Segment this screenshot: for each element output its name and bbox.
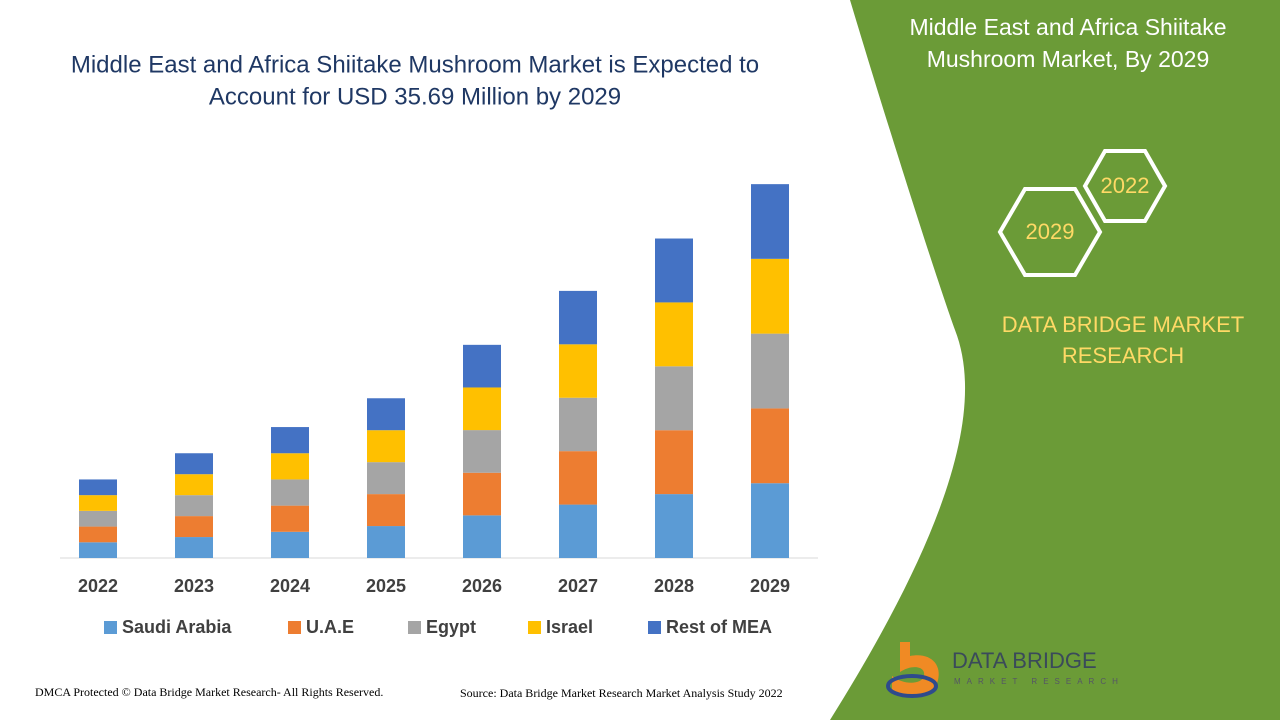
bar-segment xyxy=(79,510,117,527)
hexagon xyxy=(997,187,1103,277)
bar-segment xyxy=(175,537,213,558)
bar-segment xyxy=(367,462,405,495)
sidebar-title: Middle East and Africa Shiitake xyxy=(909,14,1226,40)
bar-segment xyxy=(463,515,501,558)
bar-segment xyxy=(367,494,405,527)
logo-mark xyxy=(886,674,938,698)
bar-segment xyxy=(463,387,501,431)
bar-segment xyxy=(751,408,789,484)
bar-segment xyxy=(751,483,789,558)
bar-segment xyxy=(175,516,213,538)
bar-segment xyxy=(463,472,501,516)
x-tick-label: 2022 xyxy=(78,576,118,596)
bar-segment xyxy=(271,505,309,532)
hexagon-label: 2029 xyxy=(1026,219,1075,244)
legend-swatch xyxy=(104,621,117,634)
x-tick-label: 2025 xyxy=(366,576,406,596)
bar-segment xyxy=(751,184,789,259)
x-tick-label: 2027 xyxy=(558,576,598,596)
x-tick-label: 2024 xyxy=(270,576,310,596)
x-tick-label: 2029 xyxy=(750,576,790,596)
bar-segment xyxy=(367,398,405,431)
logo-mark xyxy=(892,642,939,696)
bar-segment xyxy=(655,238,693,303)
bar-segment xyxy=(79,542,117,558)
bar-segment xyxy=(367,430,405,463)
legend-label: Israel xyxy=(546,617,593,637)
bar-segment xyxy=(175,474,213,496)
x-tick-label: 2028 xyxy=(654,576,694,596)
bar-segment xyxy=(559,290,597,345)
bar-segment xyxy=(559,344,597,398)
legend-swatch xyxy=(408,621,421,634)
hexagon xyxy=(1082,149,1168,223)
bar-segment xyxy=(463,344,501,388)
bar-segment xyxy=(559,397,597,452)
bar-segment xyxy=(175,495,213,517)
brand-text: RESEARCH xyxy=(1062,343,1184,368)
legend-label: Rest of MEA xyxy=(666,617,772,637)
bar-segment xyxy=(79,526,117,543)
hexagon-label: 2022 xyxy=(1101,173,1150,198)
bar-segment xyxy=(655,366,693,431)
chart-title: Middle East and Africa Shiitake Mushroom… xyxy=(71,51,759,78)
legend-label: U.A.E xyxy=(306,617,354,637)
sidebar-bg xyxy=(830,0,1280,720)
bar-segment xyxy=(271,531,309,558)
bar-segment xyxy=(655,430,693,495)
bar-segment xyxy=(559,451,597,505)
footer-left: DMCA Protected © Data Bridge Market Rese… xyxy=(35,685,383,699)
legend-swatch xyxy=(528,621,541,634)
logo-name: DATA BRIDGE xyxy=(952,648,1097,673)
bar-segment xyxy=(175,453,213,475)
legend-swatch xyxy=(648,621,661,634)
brand-text: DATA BRIDGE MARKET xyxy=(1002,312,1244,337)
sidebar-title: Mushroom Market, By 2029 xyxy=(927,46,1210,72)
x-tick-label: 2026 xyxy=(462,576,502,596)
bar-segment xyxy=(271,479,309,506)
x-tick-label: 2023 xyxy=(174,576,214,596)
bar-segment xyxy=(79,495,117,511)
bar-segment xyxy=(559,504,597,558)
bar-segment xyxy=(751,333,789,409)
bar-segment xyxy=(367,526,405,558)
bar-segment xyxy=(463,430,501,473)
chart-title: Account for USD 35.69 Million by 2029 xyxy=(209,83,621,110)
legend-swatch xyxy=(288,621,301,634)
bar-segment xyxy=(655,494,693,558)
bar-segment xyxy=(655,302,693,367)
bar-segment xyxy=(271,453,309,480)
legend-label: Saudi Arabia xyxy=(122,617,232,637)
bar-segment xyxy=(271,427,309,454)
legend-label: Egypt xyxy=(426,617,476,637)
footer-right: Source: Data Bridge Market Research Mark… xyxy=(460,686,783,700)
logo-tagline: MARKET RESEARCH xyxy=(954,677,1124,686)
bar-segment xyxy=(751,258,789,334)
bar-segment xyxy=(79,479,117,496)
